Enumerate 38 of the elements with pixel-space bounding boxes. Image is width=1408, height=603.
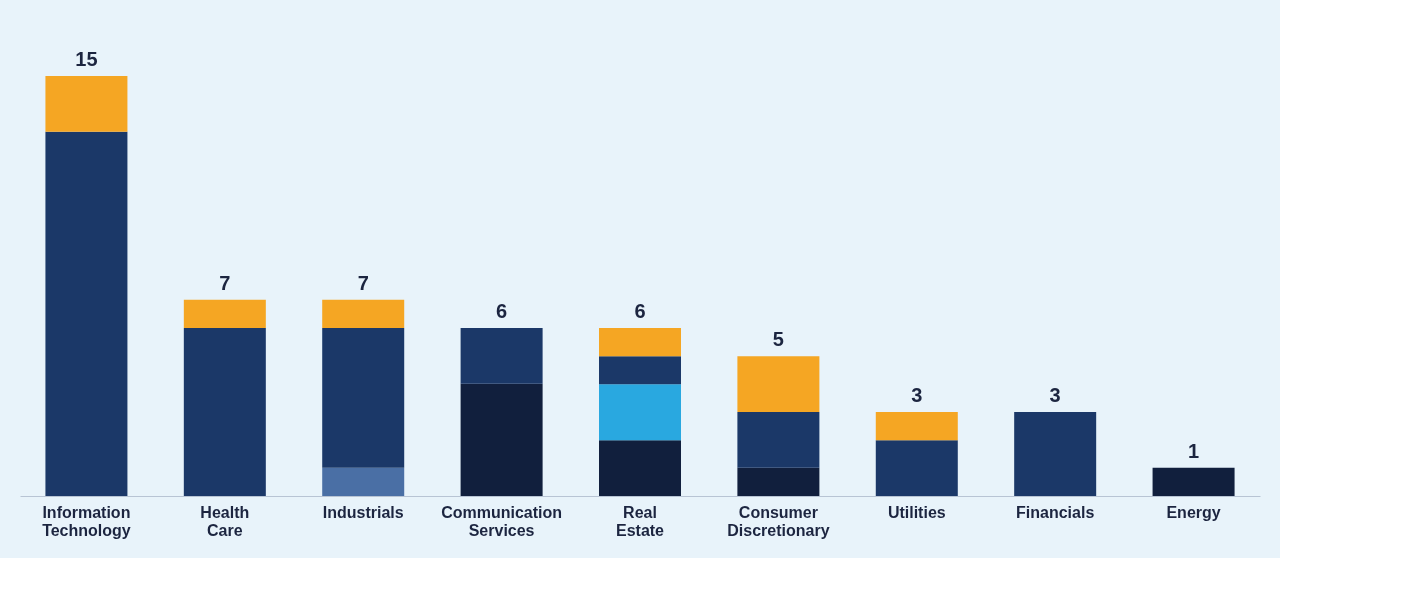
annotation: 3 [911,384,923,406]
x-tick-label: Consumer Discretionary [727,503,830,539]
x-tick-label: Communication Services [441,503,563,539]
bar [322,467,405,496]
x-tick-label: Energy [1166,503,1221,521]
annotation: 1 [1188,439,1200,462]
bar [1014,412,1097,496]
bar [45,76,128,132]
x-tick-label: Health Care [200,503,250,539]
bar [875,412,958,441]
x-tick-label: Financials [1016,503,1095,521]
bar [183,299,266,328]
bar [183,328,266,496]
x-tick-label: Information Technology [42,503,131,539]
bar [737,356,820,412]
annotation: 6 [496,300,508,322]
bar [1152,467,1235,496]
bar [737,467,820,496]
bar [460,383,543,496]
bar [45,131,128,496]
annotation: 7 [219,271,231,294]
bar [599,440,681,496]
x-tick-label: Utilities [887,503,946,521]
bar [599,328,681,357]
annotation: 7 [357,271,369,294]
bar [322,299,405,328]
annotation: 15 [75,48,98,70]
annotation: 5 [772,328,784,351]
annotation: 6 [634,300,646,322]
bar [599,356,681,385]
bar [460,328,543,384]
x-tick-label: Industrials [322,503,404,521]
x-tick-label: Real Estate [615,503,665,539]
bar [599,384,681,441]
annotation: 3 [1049,384,1061,406]
bar [875,440,958,496]
bar [737,412,820,468]
bar [322,328,405,468]
